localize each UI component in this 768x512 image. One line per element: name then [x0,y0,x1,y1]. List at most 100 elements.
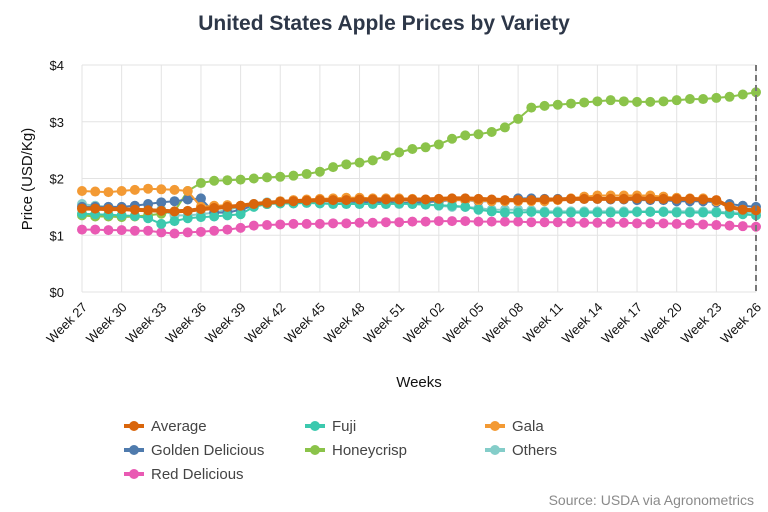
data-point[interactable] [605,207,616,218]
data-point[interactable] [539,217,550,228]
data-point[interactable] [460,130,471,141]
data-point[interactable] [499,216,510,227]
data-point[interactable] [169,206,180,217]
data-point[interactable] [222,224,233,235]
data-point[interactable] [182,194,193,205]
data-point[interactable] [301,218,312,229]
data-point[interactable] [684,193,695,204]
data-point[interactable] [209,203,220,214]
data-point[interactable] [301,195,312,206]
data-point[interactable] [341,159,352,170]
data-point[interactable] [513,195,524,206]
data-point[interactable] [684,218,695,229]
data-point[interactable] [380,150,391,161]
legend-item-red-delicious[interactable]: Red Delicious [124,466,244,483]
data-point[interactable] [579,193,590,204]
data-point[interactable] [182,205,193,216]
data-point[interactable] [605,217,616,228]
data-point[interactable] [724,201,735,212]
data-point[interactable] [447,216,458,227]
data-point[interactable] [103,187,114,198]
data-point[interactable] [262,220,273,231]
data-point[interactable] [618,96,629,107]
data-point[interactable] [539,207,550,218]
data-point[interactable] [143,205,154,216]
data-point[interactable] [486,216,497,227]
data-point[interactable] [328,162,339,173]
legend-item-honeycrisp[interactable]: Honeycrisp [305,442,407,459]
data-point[interactable] [367,217,378,228]
data-point[interactable] [513,216,524,227]
data-point[interactable] [143,225,154,236]
data-point[interactable] [420,216,431,227]
data-point[interactable] [499,122,510,133]
data-point[interactable] [169,184,180,195]
data-point[interactable] [209,225,220,236]
data-point[interactable] [539,194,550,205]
data-point[interactable] [341,218,352,229]
data-point[interactable] [539,100,550,111]
data-point[interactable] [618,207,629,218]
data-point[interactable] [526,206,537,217]
data-point[interactable] [407,216,418,227]
data-point[interactable] [77,185,87,196]
data-point[interactable] [116,225,127,236]
data-point[interactable] [671,218,682,229]
data-point[interactable] [433,139,444,150]
data-point[interactable] [618,193,629,204]
data-point[interactable] [328,218,339,229]
data-point[interactable] [262,172,273,183]
data-point[interactable] [156,227,167,238]
data-point[interactable] [235,174,246,185]
data-point[interactable] [235,222,246,233]
data-point[interactable] [460,201,471,212]
data-point[interactable] [341,195,352,206]
data-point[interactable] [288,196,299,207]
data-point[interactable] [552,217,563,228]
data-point[interactable] [235,200,246,211]
data-point[interactable] [711,220,722,231]
data-point[interactable] [354,217,365,228]
data-point[interactable] [248,220,259,231]
data-point[interactable] [513,113,524,124]
data-point[interactable] [380,194,391,205]
legend-item-fuji[interactable]: Fuji [305,418,356,435]
data-point[interactable] [129,225,140,236]
data-point[interactable] [169,196,180,207]
data-point[interactable] [684,207,695,218]
data-point[interactable] [684,94,695,105]
data-point[interactable] [275,196,286,207]
data-point[interactable] [195,193,206,204]
data-point[interactable] [420,142,431,153]
data-point[interactable] [565,207,576,218]
data-point[interactable] [565,98,576,109]
data-point[interactable] [658,206,669,217]
data-point[interactable] [605,95,616,106]
data-point[interactable] [222,201,233,212]
data-point[interactable] [499,207,510,218]
data-point[interactable] [486,126,497,137]
data-point[interactable] [394,217,405,228]
data-point[interactable] [195,226,206,237]
data-point[interactable] [143,213,154,224]
data-point[interactable] [592,217,603,228]
data-point[interactable] [169,228,180,239]
data-point[interactable] [658,96,669,107]
data-point[interactable] [288,170,299,181]
data-point[interactable] [354,194,365,205]
data-point[interactable] [671,207,682,218]
data-point[interactable] [156,205,167,216]
data-point[interactable] [645,206,656,217]
data-point[interactable] [248,199,259,210]
data-point[interactable] [552,194,563,205]
data-point[interactable] [711,92,722,103]
data-point[interactable] [394,147,405,158]
legend-item-gala[interactable]: Gala [485,418,544,435]
data-point[interactable] [605,193,616,204]
data-point[interactable] [222,175,233,186]
data-point[interactable] [698,194,709,205]
data-point[interactable] [90,186,101,197]
data-point[interactable] [209,175,220,186]
data-point[interactable] [579,217,590,228]
legend-item-average[interactable]: Average [124,418,207,435]
